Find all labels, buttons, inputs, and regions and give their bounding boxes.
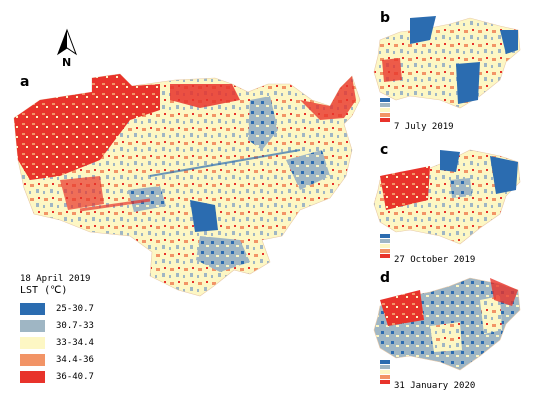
mini-legend-d [380, 360, 390, 385]
mini-legend-c [380, 234, 390, 259]
legend-item-label: 30.7-33 [56, 320, 94, 331]
legend-swatch [20, 302, 45, 315]
legend-item-label: 33-34.4 [56, 337, 94, 348]
legend-item: 34.4-36 [20, 351, 160, 368]
legend-date: 18 April 2019 [20, 274, 91, 284]
panel-label-d: d [380, 270, 391, 286]
legend-item-label: 36-40.7 [56, 371, 94, 382]
map-c [373, 149, 521, 245]
panel-label-c: c [380, 142, 389, 158]
legend-item-label: 34.4-36 [56, 354, 94, 365]
legend-title: LST (℃) [20, 285, 68, 296]
panel-label-a: a [20, 74, 30, 90]
legend-item: 33-34.4 [20, 334, 160, 351]
legend-item: 30.7-33 [20, 317, 160, 334]
legend-item: 36-40.7 [20, 368, 160, 385]
legend-swatch [20, 353, 45, 366]
legend-item-label: 25-30.7 [56, 303, 94, 314]
map-d [373, 277, 521, 371]
legend-swatch [20, 370, 45, 383]
north-arrow-icon [56, 28, 78, 56]
panel-label-b: b [380, 10, 391, 26]
legend-swatch [20, 319, 45, 332]
date-c: 27 October 2019 [394, 255, 476, 265]
north-label: N [62, 56, 72, 69]
date-d: 31 January 2020 [394, 381, 476, 391]
map-b [373, 16, 521, 109]
legend-swatch [20, 336, 45, 349]
legend: 18 April 2019 LST (℃) 25-30.7 30.7-33 33… [20, 274, 160, 385]
map-a [13, 73, 361, 297]
mini-legend-b [380, 98, 390, 123]
date-b: 7 July 2019 [394, 122, 454, 132]
legend-item: 25-30.7 [20, 300, 160, 317]
